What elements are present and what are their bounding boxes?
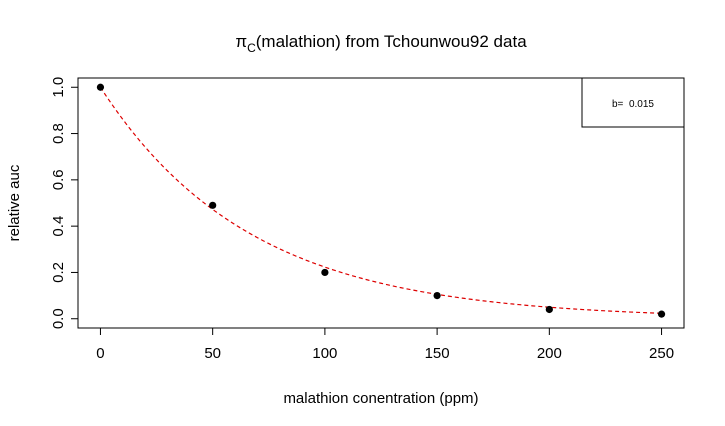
title-pi: π bbox=[235, 32, 247, 51]
y-tick-label: 0.8 bbox=[50, 123, 67, 144]
legend-box bbox=[581, 77, 685, 128]
x-axis: 0 50 100 150 200 250 bbox=[96, 327, 674, 362]
data-point bbox=[657, 310, 666, 318]
title-text: (malathion) from Tchounwou92 data bbox=[256, 32, 527, 51]
x-tick-label: 0 bbox=[96, 345, 104, 362]
y-tick-label: 0.2 bbox=[50, 262, 67, 283]
x-tick-label: 100 bbox=[312, 345, 337, 362]
x-axis-label: malathion conentration (ppm) bbox=[283, 390, 478, 407]
y-axis-label: relative auc bbox=[6, 164, 23, 241]
data-point bbox=[96, 83, 105, 91]
legend-text: b= 0.015 bbox=[612, 99, 654, 110]
data-point bbox=[545, 305, 553, 314]
data-point bbox=[433, 291, 441, 300]
data-point bbox=[209, 201, 217, 209]
y-tick-label: 0.0 bbox=[50, 308, 67, 329]
fit-curve bbox=[99, 86, 662, 314]
y-axis: 0.0 0.2 0.4 0.6 0.8 1.0 bbox=[50, 77, 79, 329]
legend: b= 0.015 bbox=[581, 77, 685, 128]
x-tick-label: 150 bbox=[425, 345, 450, 362]
data-points bbox=[96, 83, 666, 318]
y-tick-label: 1.0 bbox=[50, 77, 67, 98]
y-tick-label: 0.6 bbox=[50, 169, 67, 190]
title-subscript: C bbox=[247, 41, 256, 55]
chart-title: πC(malathion) from Tchounwou92 data bbox=[235, 32, 527, 55]
x-tick-label: 250 bbox=[649, 345, 674, 362]
y-tick-label: 0.4 bbox=[50, 216, 67, 237]
data-point bbox=[321, 268, 329, 277]
x-tick-label: 200 bbox=[537, 345, 562, 362]
x-tick-label: 50 bbox=[204, 345, 221, 362]
